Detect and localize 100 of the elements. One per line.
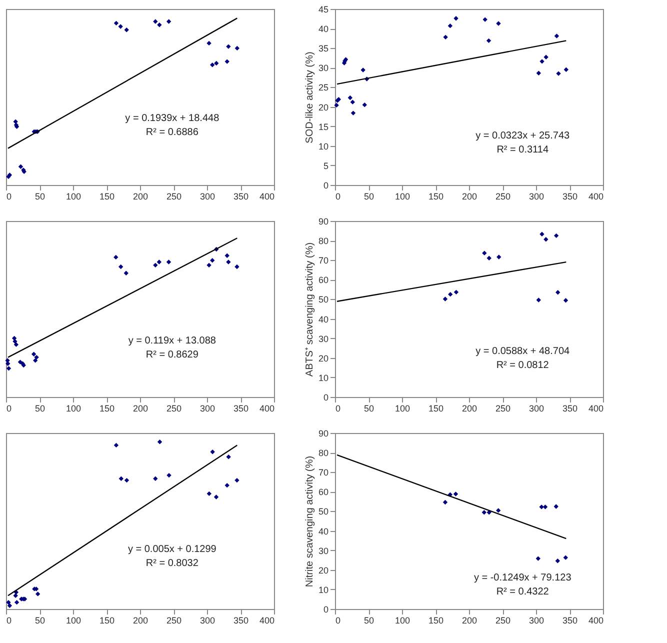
point [6, 361, 10, 366]
annotation: R² = 0.8032 [146, 558, 199, 570]
y-tick-label: 10 [318, 141, 328, 152]
point [206, 262, 212, 268]
point [536, 556, 540, 561]
x-tick-label: 50 [364, 616, 374, 626]
x-tick-label: 150 [428, 616, 444, 626]
point [226, 260, 231, 264]
point [482, 510, 486, 515]
point [554, 233, 559, 238]
y-tick-label: 60 [318, 487, 328, 498]
x-tick-label: 300 [200, 616, 216, 626]
point [350, 100, 355, 104]
x-tick-label: 300 [528, 616, 544, 626]
x-tick-label: 50 [364, 404, 374, 414]
annotation: y = 0.1939x + 18.448 [125, 113, 220, 124]
x-tick-label: 100 [66, 404, 82, 414]
y-tick-label: 45 [318, 4, 328, 14]
x-tick-label: 200 [462, 192, 478, 202]
point [153, 19, 158, 24]
point [554, 34, 560, 38]
y-tick-label: 0 [323, 180, 328, 190]
point [153, 262, 158, 268]
y-tick-label: 15 [318, 122, 328, 132]
point [234, 478, 240, 483]
annotation: R² = 0.8629 [146, 350, 199, 361]
annotation: y = 0.005x + 0.1299 [128, 544, 217, 556]
y-tick-label: 25 [318, 82, 328, 93]
x-tick-label: 0 [6, 616, 12, 626]
annotation: R² = 0.0812 [496, 360, 550, 372]
x-tick-label: 200 [132, 616, 148, 626]
point [124, 28, 129, 32]
x-tick-label: 300 [528, 192, 544, 202]
y-tick-label: 20 [318, 102, 328, 112]
point [118, 264, 124, 270]
x-tick-label: 400 [259, 404, 274, 414]
y-tick-label: 40 [318, 314, 328, 324]
point [563, 298, 568, 303]
y-tick-label: 0 [323, 392, 328, 402]
x-tick-label: 50 [34, 404, 46, 414]
x-tick-label: 150 [99, 616, 115, 626]
point [496, 21, 501, 26]
point [153, 476, 158, 481]
y-tick-label: 5 [323, 160, 328, 171]
point [544, 54, 548, 60]
point [448, 23, 453, 28]
point [234, 264, 240, 270]
point [350, 110, 356, 116]
point [482, 17, 488, 22]
point [118, 24, 123, 29]
annotation: R² = 0.4322 [496, 586, 550, 598]
y-tick-label: 40 [318, 24, 328, 34]
point [544, 237, 548, 242]
x-tick-label: 0 [6, 192, 12, 202]
x-tick-label: 350 [233, 192, 249, 202]
x-tick-label: 350 [233, 404, 249, 414]
x-tick-label: 0 [336, 616, 341, 626]
point [555, 290, 560, 295]
x-tick-label: 350 [562, 192, 578, 202]
x-tick-label: 100 [394, 616, 410, 626]
point [210, 258, 215, 263]
point [114, 254, 118, 260]
point [563, 555, 568, 560]
point [453, 492, 458, 496]
x-tick-label: 150 [99, 404, 115, 414]
point [210, 450, 215, 454]
point [448, 292, 453, 297]
point [166, 260, 172, 264]
y-tick-label: 50 [318, 294, 328, 305]
point [496, 508, 501, 513]
point [35, 592, 40, 596]
point [556, 71, 561, 76]
point [442, 296, 448, 302]
point [34, 354, 39, 360]
x-tick-label: 50 [34, 616, 46, 626]
x-tick-label: 400 [259, 192, 274, 202]
point [540, 232, 544, 236]
point [226, 44, 231, 49]
x-tick-label: 300 [528, 404, 544, 414]
y-tick-label: 35 [318, 44, 328, 54]
x-tick-label: 250 [495, 616, 511, 626]
x-tick-label: 250 [166, 616, 182, 626]
y-tick-label: 70 [318, 256, 328, 266]
point [118, 476, 124, 481]
x-tick-label: 0 [336, 192, 341, 202]
x-tick-label: 50 [364, 192, 374, 202]
point [18, 164, 24, 169]
y-tick-label: 10 [318, 584, 328, 595]
point [536, 70, 542, 76]
annotation: y = -0.1249x + 79.123 [474, 572, 572, 584]
x-tick-label: 250 [166, 192, 182, 202]
point [442, 500, 448, 505]
y-tick-label: 90 [318, 216, 328, 226]
x-tick-label: 300 [200, 192, 216, 202]
point [540, 59, 544, 64]
point [224, 59, 230, 64]
x-tick-label: 400 [588, 404, 604, 414]
point [156, 260, 162, 264]
point [14, 342, 19, 347]
x-tick-label: 400 [259, 616, 274, 626]
